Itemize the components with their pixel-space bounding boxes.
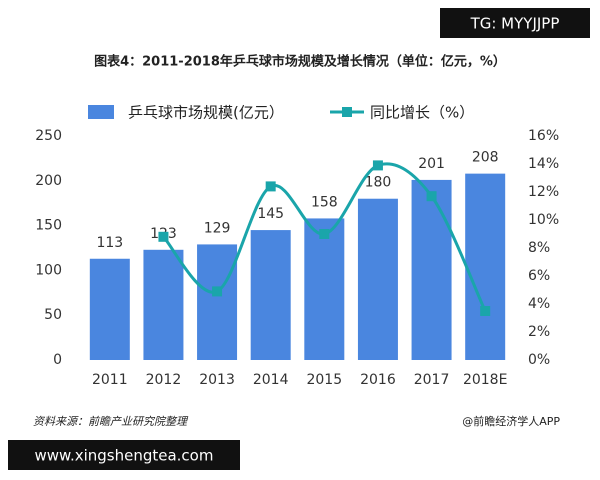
y-tick-label: 50 — [44, 307, 62, 323]
legend-swatch — [342, 107, 352, 117]
bar — [89, 258, 130, 360]
marker — [372, 160, 383, 171]
chart-title: 图表4：2011-2018年乒乓球市场规模及增长情况（单位：亿元，%） — [94, 54, 506, 70]
bar — [250, 230, 291, 360]
y-tick-label: 200 — [35, 173, 62, 189]
watermark: www.xingshengtea.com — [35, 447, 214, 465]
y-tick-label: 250 — [35, 128, 62, 144]
y2-tick-label: 4% — [528, 296, 550, 312]
value-label: 129 — [204, 220, 231, 236]
y2-tick-label: 0% — [528, 352, 550, 368]
bar — [357, 198, 398, 360]
y2-tick-label: 16% — [528, 128, 559, 144]
marker — [480, 306, 491, 316]
y-tick-label: 150 — [35, 218, 62, 234]
value-label: 145 — [257, 206, 284, 222]
bar — [143, 249, 184, 360]
legend-label: 乒乓球市场规模(亿元） — [128, 104, 284, 122]
value-label: 180 — [365, 175, 392, 191]
x-tick-label: 2017 — [414, 372, 450, 388]
source: 资料来源：前瞻产业研究院整理 — [33, 415, 189, 428]
legend-label: 同比增长（%） — [370, 104, 474, 122]
watermark-box — [8, 440, 240, 470]
marker — [319, 229, 330, 239]
y-tick-label: 0 — [53, 352, 62, 368]
y2-tick-label: 12% — [528, 184, 559, 200]
marker — [212, 286, 223, 297]
bar — [197, 244, 238, 360]
value-label: 201 — [418, 156, 445, 172]
marker — [426, 191, 437, 202]
bar — [411, 179, 452, 360]
x-tick-label: 2014 — [253, 372, 289, 388]
value-label: 158 — [311, 194, 338, 210]
y2-tick-label: 2% — [528, 324, 550, 340]
x-tick-label: 2011 — [92, 372, 128, 388]
x-tick-label: 2015 — [306, 372, 342, 388]
legend-swatch — [88, 105, 114, 119]
x-tick-label: 2016 — [360, 372, 396, 388]
x-tick-label: 2013 — [199, 372, 235, 388]
value-label: 208 — [472, 150, 499, 166]
marker — [265, 181, 276, 192]
watermark-box — [440, 8, 590, 38]
bar — [465, 173, 506, 360]
watermark: TG: MYYJJPP — [470, 15, 560, 33]
x-tick-label: 2018E — [463, 372, 507, 388]
y2-tick-label: 8% — [528, 240, 550, 256]
bar — [304, 218, 345, 360]
y-tick-label: 100 — [35, 262, 62, 278]
credit: @前瞻经济学人APP — [462, 414, 560, 428]
y2-tick-label: 6% — [528, 268, 550, 284]
y2-tick-label: 10% — [528, 212, 559, 228]
y2-tick-label: 14% — [528, 156, 559, 172]
value-label: 113 — [96, 235, 123, 251]
x-tick-label: 2012 — [146, 372, 182, 388]
marker — [158, 231, 169, 242]
